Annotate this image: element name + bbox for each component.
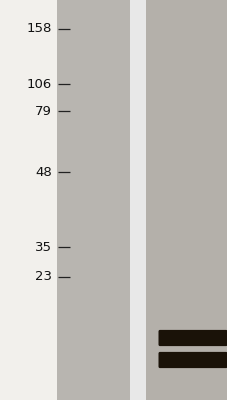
FancyBboxPatch shape xyxy=(158,352,227,368)
Text: 79: 79 xyxy=(35,105,52,118)
FancyBboxPatch shape xyxy=(158,330,227,346)
Text: 35: 35 xyxy=(35,241,52,254)
Bar xyxy=(145,0,227,400)
Bar xyxy=(57,0,129,400)
Text: 48: 48 xyxy=(35,166,52,178)
Text: 158: 158 xyxy=(27,22,52,35)
Text: 23: 23 xyxy=(35,270,52,283)
Bar xyxy=(129,0,145,400)
Text: 106: 106 xyxy=(27,78,52,90)
